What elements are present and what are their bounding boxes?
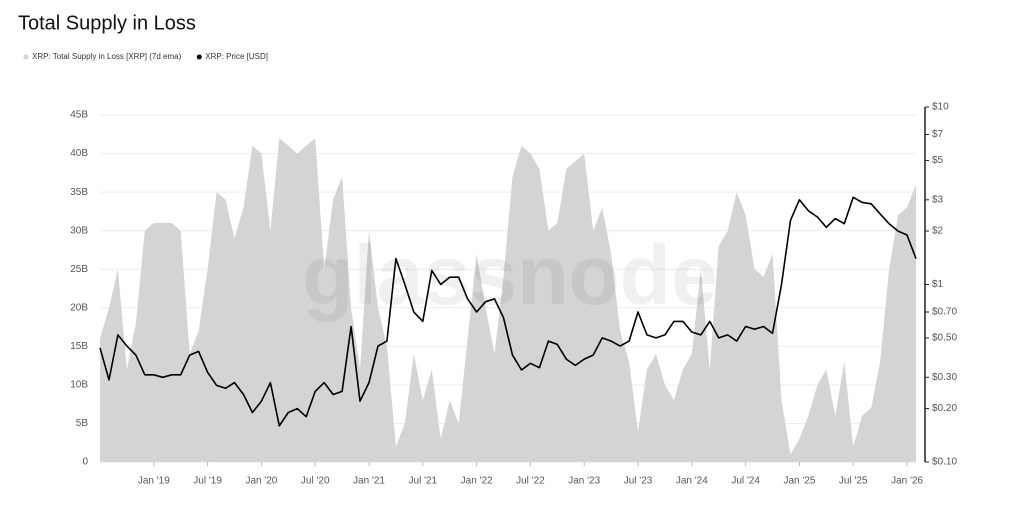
legend-marker	[196, 54, 202, 60]
watermark: glassnode	[302, 228, 717, 322]
y-tick-label: 15B	[70, 341, 88, 352]
x-tick-label: Jul '21	[409, 476, 438, 487]
x-tick-label: Jan '20	[245, 476, 277, 487]
legend-marker	[23, 54, 29, 60]
x-tick-label: Jul '19	[193, 476, 222, 487]
y-tick-label: 5B	[76, 418, 89, 429]
x-tick-label: Jul '24	[731, 476, 760, 487]
y2-tick-label: $5	[932, 155, 944, 166]
y2-tick-label: $0.70	[932, 307, 957, 318]
y2-tick-label: $0.10	[932, 457, 957, 468]
y2-tick-label: $0.50	[932, 333, 957, 344]
y-tick-label: 40B	[70, 148, 88, 159]
area	[100, 138, 916, 462]
x-tick-label: Jul '23	[624, 476, 653, 487]
x-tick-label: Jan '23	[568, 476, 600, 487]
x-tick-label: Jan '22	[461, 476, 493, 487]
chart-title: Total Supply in Loss	[18, 12, 196, 34]
x-tick-label: Jan '21	[353, 476, 385, 487]
y2-tick-label: $2	[932, 226, 944, 237]
x-tick-label: Jan '25	[783, 476, 815, 487]
x-tick-label: Jan '24	[676, 476, 708, 487]
y-tick-label: 20B	[70, 302, 88, 313]
y2-tick-label: $7	[932, 129, 944, 140]
legend-label: XRP: Price [USD]	[205, 52, 268, 61]
price-line	[99, 196, 917, 427]
y2-tick-label: $0.20	[932, 403, 957, 414]
y-tick-label: 0	[82, 457, 88, 468]
y2-tick-label: $0.30	[932, 372, 957, 383]
y2-tick-label: $10	[932, 102, 949, 113]
y-tick-label: 45B	[70, 110, 88, 121]
y2-tick-label: $1	[932, 279, 944, 290]
y2-tick-label: $3	[932, 194, 944, 205]
y-tick-label: 35B	[70, 187, 88, 198]
x-tick-label: Jul '20	[301, 476, 330, 487]
y-tick-label: 10B	[70, 380, 88, 391]
legend-label: XRP: Total Supply in Loss [XRP] (7d ema)	[32, 52, 182, 61]
y-tick-label: 30B	[70, 225, 88, 236]
legend: XRP: Total Supply in Loss [XRP] (7d ema)…	[23, 52, 268, 61]
x-tick-label: Jan '26	[891, 476, 923, 487]
x-tick-label: Jan '19	[138, 476, 170, 487]
x-tick-label: Jul '22	[516, 476, 545, 487]
x-tick-label: Jul '25	[839, 476, 868, 487]
y-tick-label: 25B	[70, 264, 88, 275]
